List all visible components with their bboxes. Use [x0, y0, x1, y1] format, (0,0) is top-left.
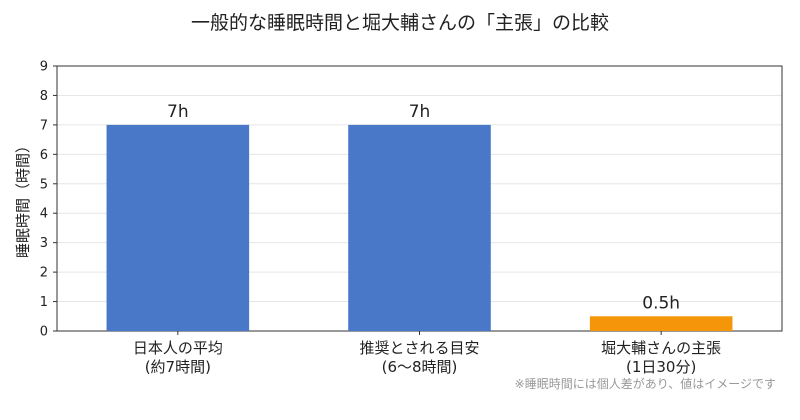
bar: [348, 124, 491, 331]
bars: [106, 124, 733, 331]
value-label: 0.5h: [642, 293, 680, 313]
y-tick-label: 8: [40, 89, 48, 104]
chart-note: ※睡眠時間には個人差があり、値はイメージです: [514, 377, 776, 391]
y-tick-label: 6: [40, 148, 48, 163]
y-tick-label: 7: [40, 118, 48, 133]
y-tick-label: 2: [40, 266, 48, 281]
y-tick-label: 4: [40, 207, 48, 222]
y-axis-label: 睡眠時間（時間）: [14, 138, 32, 258]
y-tick-label: 9: [40, 60, 48, 75]
y-tick-label: 0: [40, 325, 48, 340]
x-tick-label: (1日30分): [626, 358, 696, 376]
x-tick-label: (6〜8時間): [382, 358, 458, 376]
x-tick-label: 推奨とされる目安: [359, 339, 479, 357]
value-label: 7h: [167, 102, 189, 122]
bar: [589, 316, 733, 331]
bar: [106, 124, 250, 331]
y-axis-ticks: 0 1 2 3 4 5 6 7 8 9: [40, 60, 57, 340]
y-tick-label: 3: [40, 236, 48, 251]
y-tick-label: 5: [40, 177, 48, 192]
x-tick-label: (約7時間): [145, 358, 211, 376]
value-labels: 7h 7h 0.5h: [167, 102, 680, 313]
chart-title: 一般的な睡眠時間と堀大輔さんの「主張」の比較: [190, 12, 609, 34]
value-label: 7h: [409, 102, 431, 122]
y-tick-label: 1: [40, 295, 48, 310]
x-tick-label: 日本人の平均: [133, 339, 223, 357]
x-axis-labels: 日本人の平均(約7時間) 推奨とされる目安(6〜8時間) 堀大輔さんの主張(1日30…: [133, 331, 721, 376]
x-tick-label: 堀大輔さんの主張: [601, 339, 721, 357]
